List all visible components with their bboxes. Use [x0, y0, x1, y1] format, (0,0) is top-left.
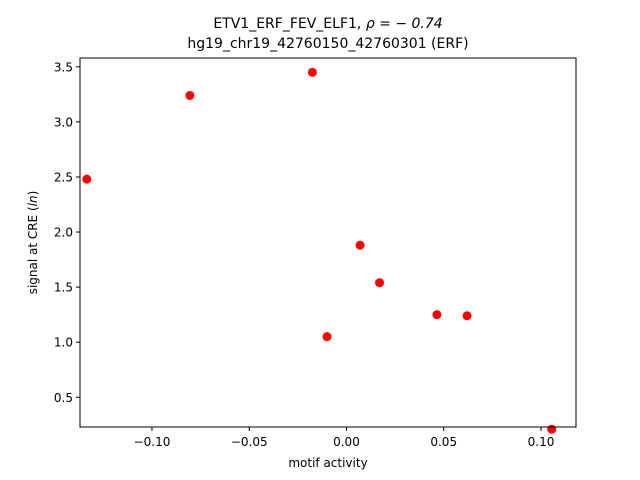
x-tick-label: −0.10	[134, 435, 171, 449]
y-axis-label: signal at CRE (ln)	[26, 191, 40, 295]
y-tick-label: 3.0	[54, 115, 73, 129]
y-tick-label: 1.5	[54, 281, 73, 295]
plot-frame	[79, 57, 577, 428]
data-point-2	[185, 90, 195, 100]
data-point-4	[322, 332, 332, 342]
y-axis: 0.5 1.0 1.5 2.0 2.5 3.0 3.5	[54, 60, 80, 405]
data-point-5	[355, 240, 365, 250]
data-point-7	[432, 310, 442, 320]
x-tick-label: 0.00	[333, 435, 360, 449]
x-axis: −0.10 −0.05 0.00 0.05 0.10	[134, 427, 555, 449]
y-tick-label: 3.5	[54, 60, 73, 74]
y-tick-label: 0.5	[54, 391, 73, 405]
y-tick-label: 2.5	[54, 170, 73, 184]
data-point-8	[462, 311, 472, 321]
y-tick-label: 2.0	[54, 226, 73, 240]
y-tick-label: 1.0	[54, 336, 73, 350]
chart-title-line1: ETV1_ERF_FEV_ELF1, ρ = − 0.74	[213, 16, 442, 32]
data-point-1	[82, 174, 92, 184]
data-point-9	[547, 424, 557, 434]
x-axis-label: motif activity	[288, 456, 367, 470]
data-point-3	[307, 67, 317, 77]
x-tick-label: 0.10	[528, 435, 555, 449]
x-tick-label: 0.05	[430, 435, 457, 449]
plot-area	[79, 57, 577, 434]
chart-title-line2: hg19_chr19_42760150_42760301 (ERF)	[187, 36, 468, 52]
points-layer	[82, 67, 557, 434]
x-tick-label: −0.05	[231, 435, 268, 449]
data-point-6	[375, 278, 385, 288]
